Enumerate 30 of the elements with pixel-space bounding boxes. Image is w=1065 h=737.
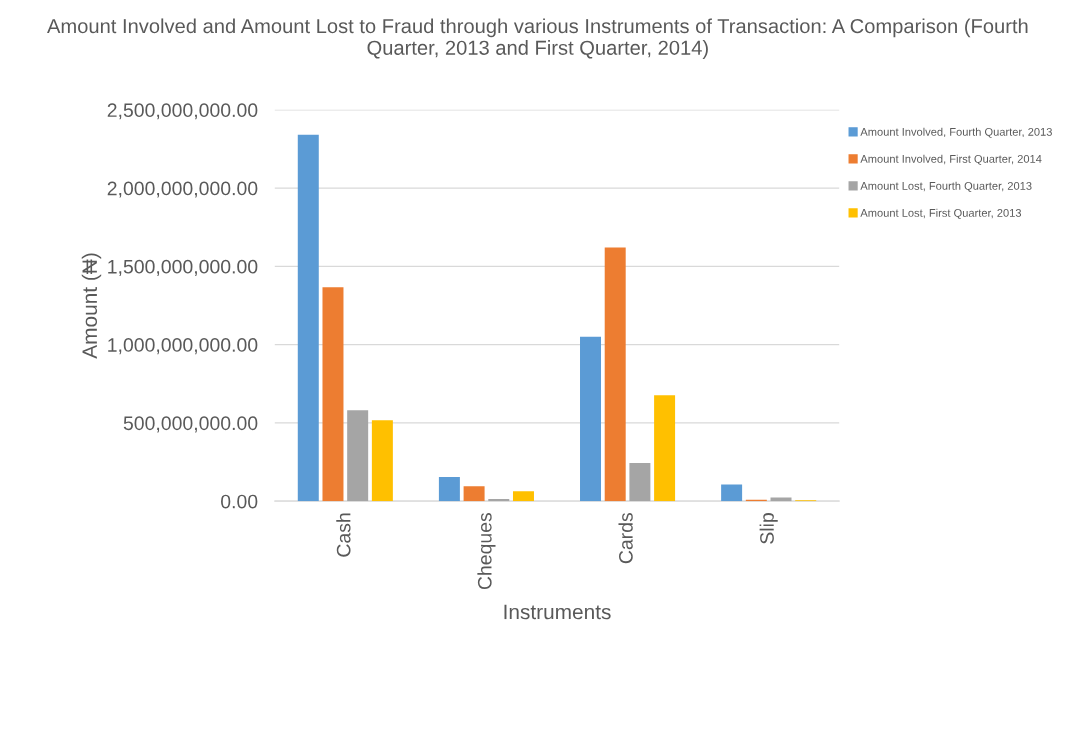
y-axis-title: Amount (₦) [81,253,102,359]
y-tick-label: 1,000,000,000.00 [108,338,258,355]
bar [297,134,319,502]
legend-label: Amount Involved, Fourth Quarter, 2013 [860,127,1052,138]
y-tick-label: 0.00 [221,494,258,509]
bar [721,484,743,502]
bar [629,463,651,502]
bar [463,486,485,502]
legend-label: Amount Involved, First Quarter, 2014 [860,154,1042,165]
bar [322,287,344,502]
bar [604,247,626,502]
bar [654,395,676,502]
legend-label: Amount Lost, First Quarter, 2013 [860,208,1022,219]
bar [371,420,393,502]
bar [438,476,460,502]
x-tick-label: Cards [618,512,633,564]
x-tick-label: Cheques [477,512,496,590]
y-tick-label: 2,000,000,000.00 [107,181,258,198]
legend-label: Amount Lost, Fourth Quarter, 2013 [860,181,1032,192]
bar [580,336,601,502]
bar [512,491,534,502]
bar [488,499,510,502]
bar [347,410,369,502]
y-tick-label: 1,500,000,000.00 [108,259,258,276]
x-tick-label: Slip [759,513,778,544]
y-tick-label: 500,000,000.00 [123,416,258,433]
x-axis-title: Instruments [504,604,611,620]
y-tick-label: 2,500,000,000.00 [107,103,258,120]
x-tick-label: Cash [336,513,351,557]
chart-title: Amount Involved and Amount Lost to Fraud through various Instruments of Transaction: A Comparison (Fourth Quarter, 2013 and First Quarter, 2014) [47,18,1028,59]
